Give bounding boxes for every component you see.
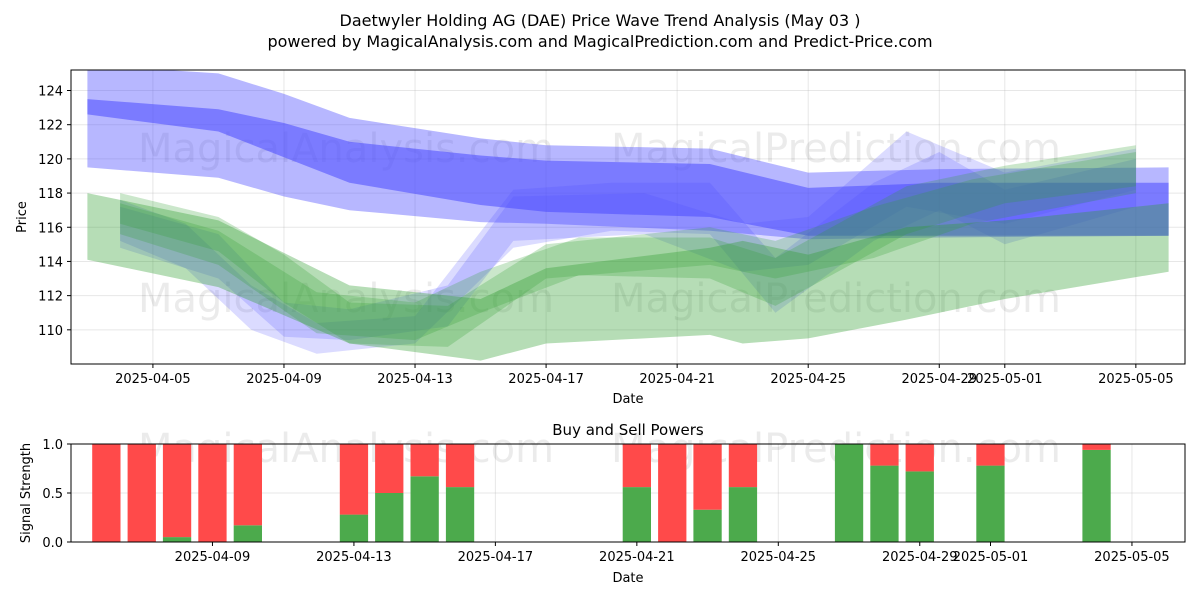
sell-bar (728, 444, 758, 488)
sell-bar (976, 444, 1005, 466)
sell-bar (410, 444, 439, 477)
buy-bar (339, 514, 369, 542)
sell-bar (339, 444, 369, 515)
signal-y-axis-label: Signal Strength (19, 443, 34, 543)
sell-bar (127, 444, 156, 542)
price-band-green-wave-2 (120, 145, 1136, 341)
price-band-blue-wave-2 (120, 131, 1136, 341)
price-x-tick-label: 2025-05-05 (1098, 372, 1174, 387)
signal-y-axis: 0.0 0.5 1.0 (42, 438, 71, 551)
signal-x-tick-label: 2025-04-13 (316, 550, 392, 565)
price-band-blue-wave-1 (120, 152, 1136, 354)
buy-bar (233, 525, 262, 542)
buy-bar (976, 465, 1005, 542)
signal-bars (92, 444, 1111, 542)
sell-bar (445, 444, 475, 488)
price-x-axis: 2025-04-05 2025-04-09 2025-04-13 2025-04-17… (115, 364, 1174, 387)
price-y-tick-label: 112 (38, 290, 63, 305)
buy-bar (410, 476, 439, 542)
price-x-axis-label: Date (612, 392, 643, 407)
signal-x-axis: 2025-04-09 2025-04-13 2025-04-17 2025-04-21… (175, 542, 1170, 565)
chart-title: Daetwyler Holding AG (DAE) Price Wave Tr… (340, 11, 861, 30)
price-plot-frame (70, 69, 1186, 365)
price-x-tick-label: 2025-04-09 (246, 372, 322, 387)
buy-bar (870, 465, 899, 542)
buy-bar (693, 509, 722, 542)
buy-bar (728, 487, 758, 542)
price-wave-bands (87, 70, 1169, 361)
signal-x-tick-label: 2025-04-21 (599, 550, 675, 565)
price-panel: MagicalAnalysis.com MagicalPrediction.co… (15, 69, 1186, 407)
sell-bar (693, 444, 722, 510)
signal-x-tick-label: 2025-04-25 (741, 550, 817, 565)
signal-y-tick-label: 1.0 (42, 438, 63, 453)
watermark-right-bottom: MagicalPrediction.com (611, 276, 1061, 322)
signal-x-tick-label: 2025-04-17 (458, 550, 534, 565)
price-y-tick-label: 118 (38, 187, 63, 202)
price-x-tick-label: 2025-04-17 (508, 372, 584, 387)
sell-bar (1082, 444, 1111, 450)
price-y-tick-label: 122 (38, 119, 63, 134)
price-band-blue-band-core (87, 99, 1169, 236)
price-y-axis: 110 112 114 116 118 120 122 124 (38, 85, 71, 339)
price-band-green-band-lower (87, 193, 1169, 361)
buy-bar (445, 487, 475, 542)
price-y-tick-label: 120 (38, 153, 63, 168)
chart-subtitle: powered by MagicalAnalysis.com and Magic… (267, 32, 932, 51)
signal-x-tick-label: 2025-05-01 (953, 550, 1029, 565)
price-y-tick-label: 114 (38, 255, 63, 270)
signal-y-tick-label: 0.0 (42, 536, 63, 551)
price-band-green-wave-1 (120, 152, 1136, 347)
sell-bar (233, 444, 262, 526)
sell-bar (658, 444, 687, 542)
buy-bar (905, 471, 934, 542)
buy-bar (375, 493, 404, 542)
price-x-tick-label: 2025-04-21 (639, 372, 715, 387)
price-x-tick-label: 2025-04-29 (901, 372, 977, 387)
signal-panel: Buy and Sell Powers MagicalAnalysis.com … (19, 421, 1186, 586)
signal-x-tick-label: 2025-04-09 (175, 550, 251, 565)
sell-bar (92, 444, 121, 542)
price-y-tick-label: 110 (38, 324, 63, 339)
price-y-axis-label: Price (15, 201, 30, 233)
sell-bar (198, 444, 227, 542)
price-x-tick-label: 2025-04-05 (115, 372, 191, 387)
signal-y-tick-label: 0.5 (42, 487, 63, 502)
sell-bar (905, 444, 934, 472)
signal-x-tick-label: 2025-04-29 (882, 550, 958, 565)
buy-bar (162, 537, 192, 542)
buy-bar (834, 444, 864, 542)
sell-bar (622, 444, 651, 488)
sell-bar (870, 444, 899, 466)
price-y-tick-label: 116 (38, 221, 63, 236)
signal-x-tick-label: 2025-05-05 (1094, 550, 1170, 565)
price-x-tick-label: 2025-04-25 (770, 372, 846, 387)
sell-bar (162, 444, 192, 538)
signal-x-axis-label: Date (612, 571, 643, 586)
buy-bar (622, 487, 651, 542)
price-y-tick-label: 124 (38, 85, 63, 100)
price-x-tick-label: 2025-05-01 (967, 372, 1043, 387)
buy-bar (1082, 449, 1111, 542)
watermark-left-bottom: MagicalAnalysis.com (138, 276, 554, 322)
price-x-tick-label: 2025-04-13 (377, 372, 453, 387)
sell-bar (375, 444, 404, 493)
signal-chart-title: Buy and Sell Powers (552, 421, 704, 439)
